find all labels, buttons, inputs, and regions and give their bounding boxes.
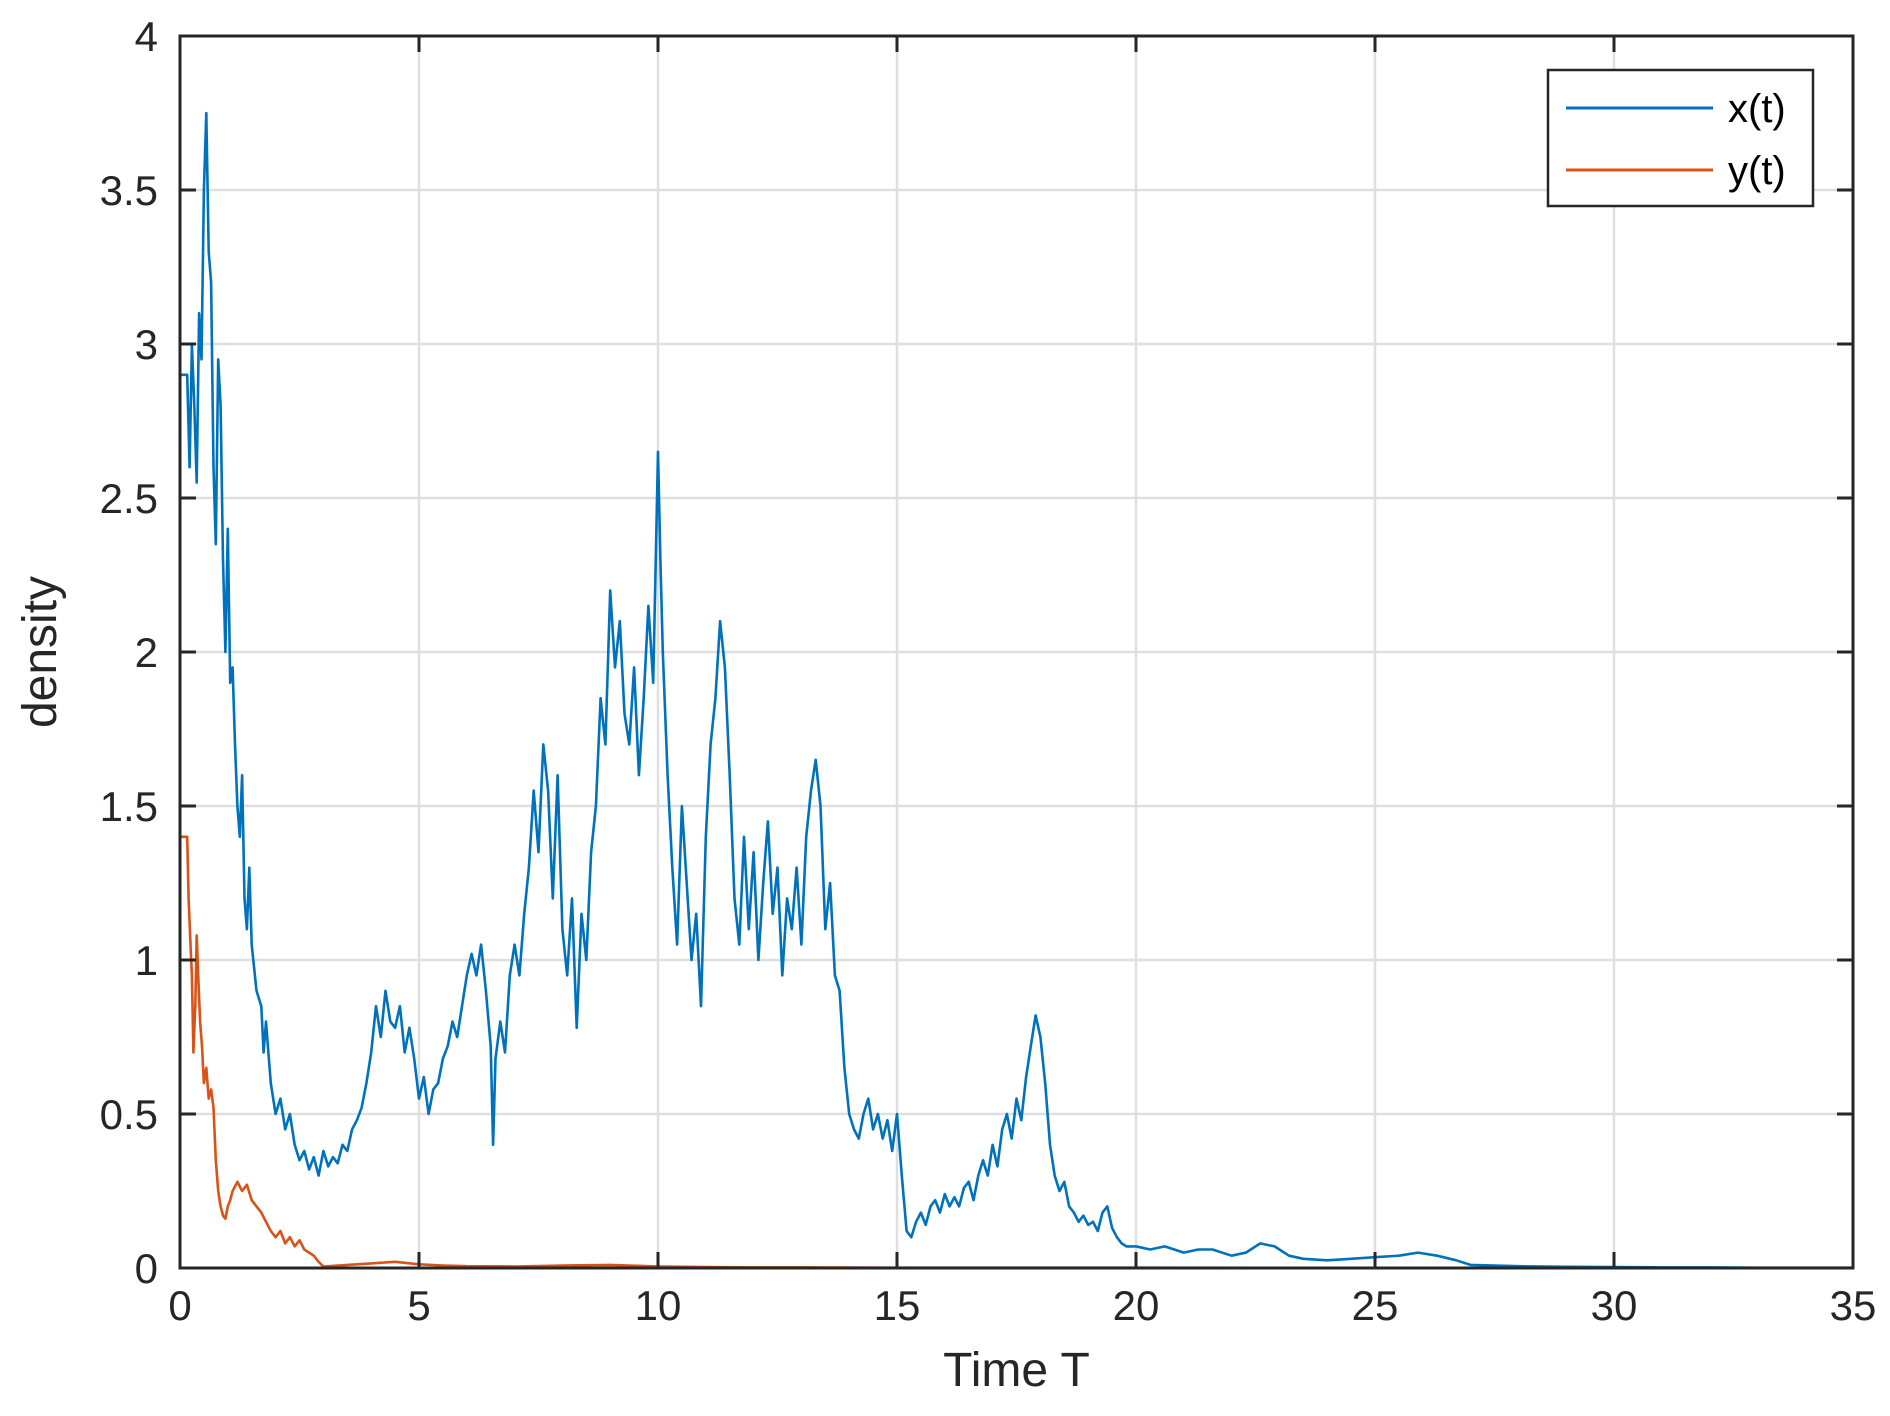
x-axis-label: Time T	[943, 1344, 1090, 1397]
y-tick-label: 2	[135, 629, 158, 676]
y-tick-label: 0	[135, 1245, 158, 1292]
ticks	[178, 34, 1855, 1270]
y-tick-label: 3.5	[100, 167, 158, 214]
y-axis-label: density	[14, 576, 67, 728]
tick-labels: 0 5 10 15 20 25 30 35 0 0.5 1 1.5 2 2.5 3 3.5 4	[100, 13, 1877, 1329]
y-tick-label: 0.5	[100, 1091, 158, 1138]
y-tick-label: 3	[135, 321, 158, 368]
x-tick-label: 25	[1352, 1282, 1399, 1329]
series-line-x	[180, 111, 1853, 1269]
x-tick-label: 35	[1830, 1282, 1877, 1329]
x-tick-label: 30	[1591, 1282, 1638, 1329]
series-line-y	[180, 835, 1853, 1270]
x-tick-label: 20	[1113, 1282, 1160, 1329]
x-tick-label: 15	[874, 1282, 921, 1329]
y-tick-label: 2.5	[100, 475, 158, 522]
y-tick-label: 4	[135, 13, 158, 60]
legend-label-y: y(t)	[1728, 149, 1786, 193]
x-tick-label: 10	[635, 1282, 682, 1329]
series-layer	[180, 111, 1853, 1270]
legend: x(t) y(t)	[1546, 68, 1815, 208]
x-tick-label: 5	[407, 1282, 430, 1329]
legend-label-x: x(t)	[1728, 87, 1786, 131]
x-tick-label: 0	[168, 1282, 191, 1329]
y-tick-label: 1	[135, 937, 158, 984]
y-tick-label: 1.5	[100, 783, 158, 830]
legend-box	[1546, 68, 1815, 208]
